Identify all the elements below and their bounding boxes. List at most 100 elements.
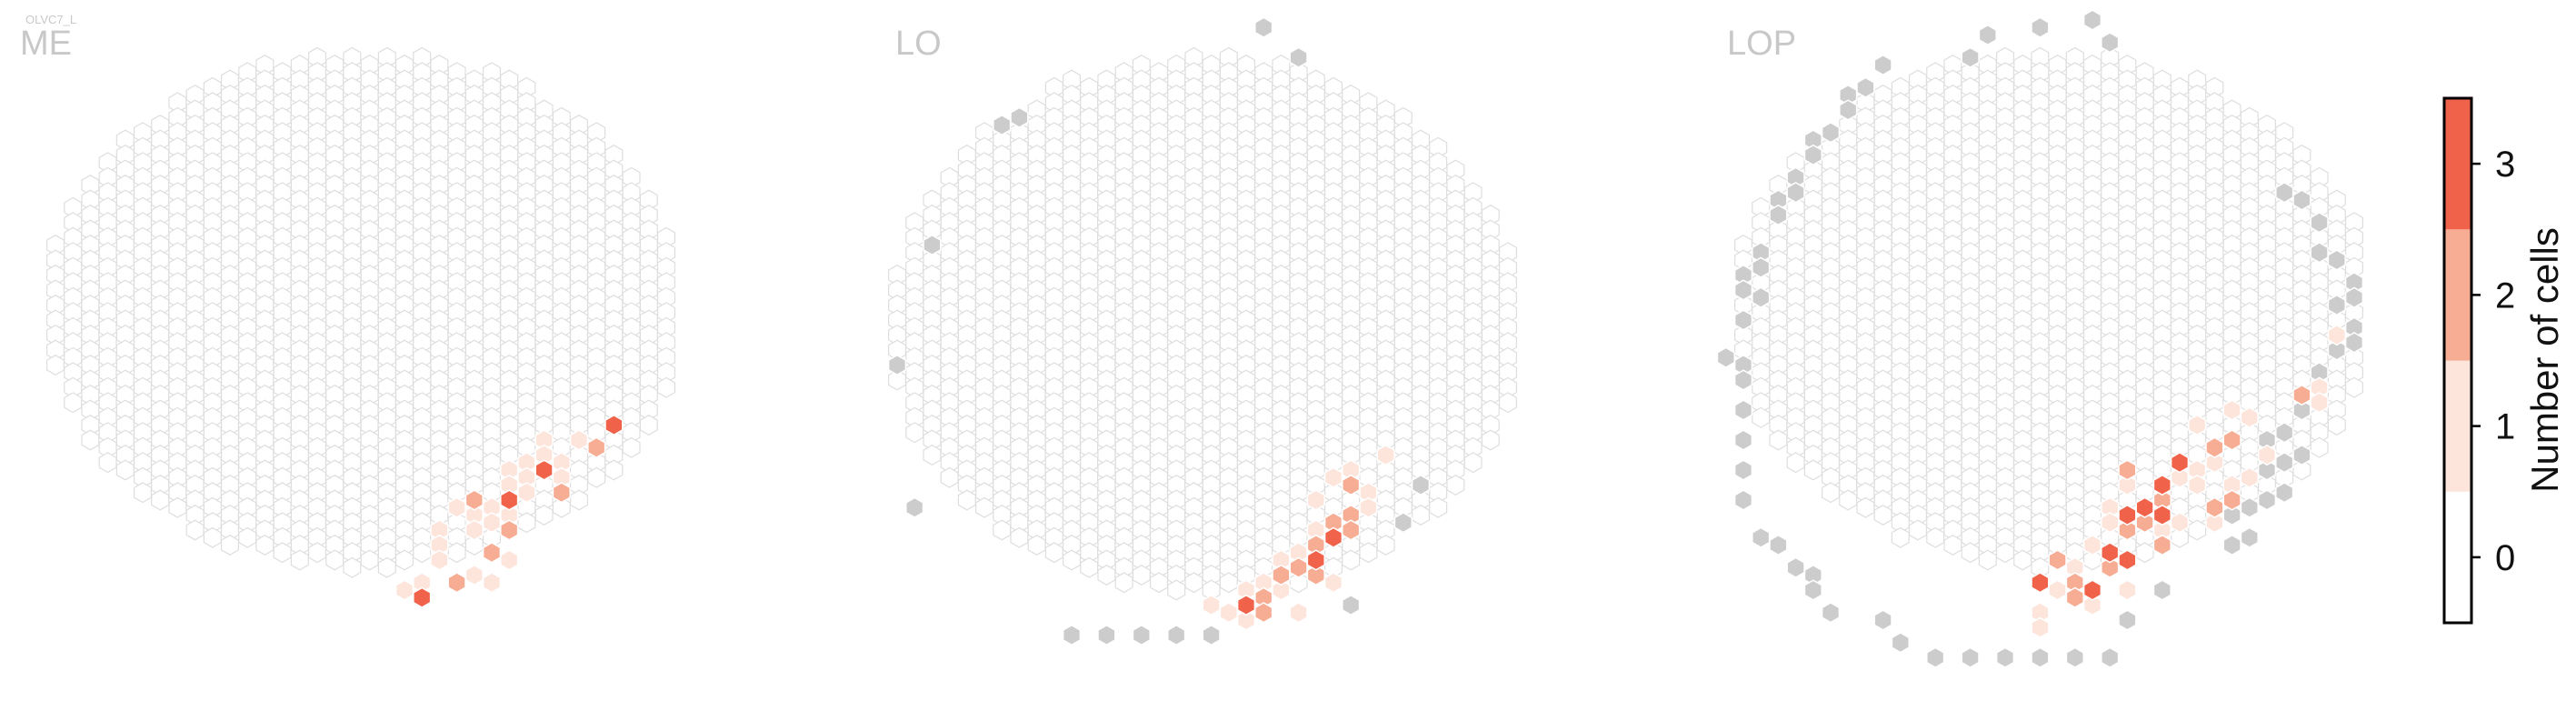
hex-missing xyxy=(1733,459,1753,481)
hex-missing xyxy=(2327,249,2346,271)
hex-count-1 xyxy=(2082,534,2102,556)
hex-missing xyxy=(1803,144,1822,166)
hex-empty xyxy=(1446,475,1465,496)
hex-empty xyxy=(1463,452,1483,474)
hex-count-1 xyxy=(500,549,519,571)
hex-empty xyxy=(1097,565,1116,586)
hex-empty xyxy=(81,429,100,451)
hex-empty xyxy=(115,459,135,481)
hex-count-2 xyxy=(2205,496,2224,518)
hex-count-2 xyxy=(500,519,519,541)
hex-count-1 xyxy=(1323,466,1343,488)
hex-missing xyxy=(2257,489,2277,511)
hex-count-2 xyxy=(552,482,571,504)
hex-count-2 xyxy=(1342,519,1361,541)
hex-count-3 xyxy=(2082,579,2102,601)
hex-empty xyxy=(325,549,344,571)
hex-missing xyxy=(1010,106,1029,128)
colorbar-band-1 xyxy=(2444,360,2471,492)
hex-missing xyxy=(1202,624,1221,646)
hex-count-2 xyxy=(2118,519,2137,541)
hex-empty xyxy=(395,549,414,571)
hex-count-2 xyxy=(2205,436,2224,458)
hex-empty xyxy=(151,489,170,511)
panel-title-lop: LOP xyxy=(1727,25,1796,63)
hex-missing xyxy=(1995,646,2015,668)
hex-count-1 xyxy=(1376,444,1395,466)
hex-empty xyxy=(1926,526,1945,548)
hex-grid-lop xyxy=(1716,9,2364,668)
hex-missing xyxy=(1752,286,1771,308)
colorbar-band-3 xyxy=(2444,98,2471,230)
hex-empty xyxy=(221,535,239,556)
hex-empty xyxy=(343,556,362,578)
hex-count-1 xyxy=(1323,572,1343,594)
hex-missing xyxy=(1873,54,1892,76)
hex-empty xyxy=(1010,526,1029,548)
hex-missing xyxy=(1733,399,1753,421)
hex-count-3 xyxy=(2118,549,2137,571)
hex-count-1 xyxy=(2327,324,2346,346)
hex-count-2 xyxy=(1254,602,1273,624)
hex-missing xyxy=(1342,594,1361,616)
hex-missing xyxy=(2292,444,2311,466)
hex-empty xyxy=(974,496,994,518)
hex-empty xyxy=(1376,535,1395,556)
hex-empty xyxy=(1044,542,1063,564)
hex-count-3 xyxy=(1306,549,1325,571)
hex-count-1 xyxy=(2170,512,2190,534)
hex-count-1 xyxy=(430,549,449,571)
hex-empty xyxy=(185,519,205,541)
panel-title-lo: LO xyxy=(895,25,942,63)
hex-missing xyxy=(1097,624,1116,646)
hex-count-1 xyxy=(517,482,536,504)
hex-count-2 xyxy=(482,542,502,564)
hex-missing xyxy=(2310,212,2329,234)
hex-count-2 xyxy=(2118,459,2137,481)
hex-empty xyxy=(1359,542,1378,564)
hex-missing xyxy=(1961,46,1980,68)
hex-empty xyxy=(1062,549,1082,571)
hex-empty xyxy=(923,445,942,466)
hex-missing xyxy=(2275,182,2294,204)
hex-missing xyxy=(2344,286,2364,308)
hex-count-2 xyxy=(2048,549,2067,571)
hex-count-1 xyxy=(464,564,484,586)
hex-count-1 xyxy=(2240,406,2259,428)
hex-count-1 xyxy=(2205,452,2224,474)
hex-empty xyxy=(1856,496,1875,518)
hex-empty xyxy=(2135,542,2154,564)
hex-empty xyxy=(1342,549,1361,571)
hex-empty xyxy=(587,466,606,488)
hex-count-1 xyxy=(2048,579,2067,601)
colorbar-tick-label: 3 xyxy=(2495,145,2515,185)
hex-missing xyxy=(1821,122,1841,144)
hex-count-1 xyxy=(1306,489,1325,511)
colorbar-bands xyxy=(2444,98,2471,624)
hex-missing xyxy=(2031,646,2050,668)
hex-count-3 xyxy=(2031,572,2050,594)
hex-count-3 xyxy=(500,489,519,511)
hex-missing xyxy=(2101,646,2120,668)
hex-empty xyxy=(447,542,466,564)
hex-empty xyxy=(360,549,379,571)
hex-empty xyxy=(534,505,554,526)
hex-count-3 xyxy=(2118,504,2137,526)
hex-empty xyxy=(238,526,257,548)
hex-empty xyxy=(993,519,1012,541)
hex-missing xyxy=(1786,556,1805,578)
hex-count-1 xyxy=(447,496,466,518)
colorbar-band-2 xyxy=(2444,229,2471,361)
hex-missing xyxy=(2292,189,2311,211)
hex-count-2 xyxy=(464,489,484,511)
hex-missing xyxy=(2065,646,2084,668)
panel-title-me: ME xyxy=(20,25,72,63)
hex-count-3 xyxy=(413,586,432,608)
hex-empty xyxy=(1803,459,1822,481)
hex-missing xyxy=(2082,9,2102,31)
hex-empty xyxy=(569,489,589,511)
hex-empty xyxy=(2327,415,2346,436)
hex-count-1 xyxy=(2257,444,2277,466)
hex-empty xyxy=(940,466,959,488)
